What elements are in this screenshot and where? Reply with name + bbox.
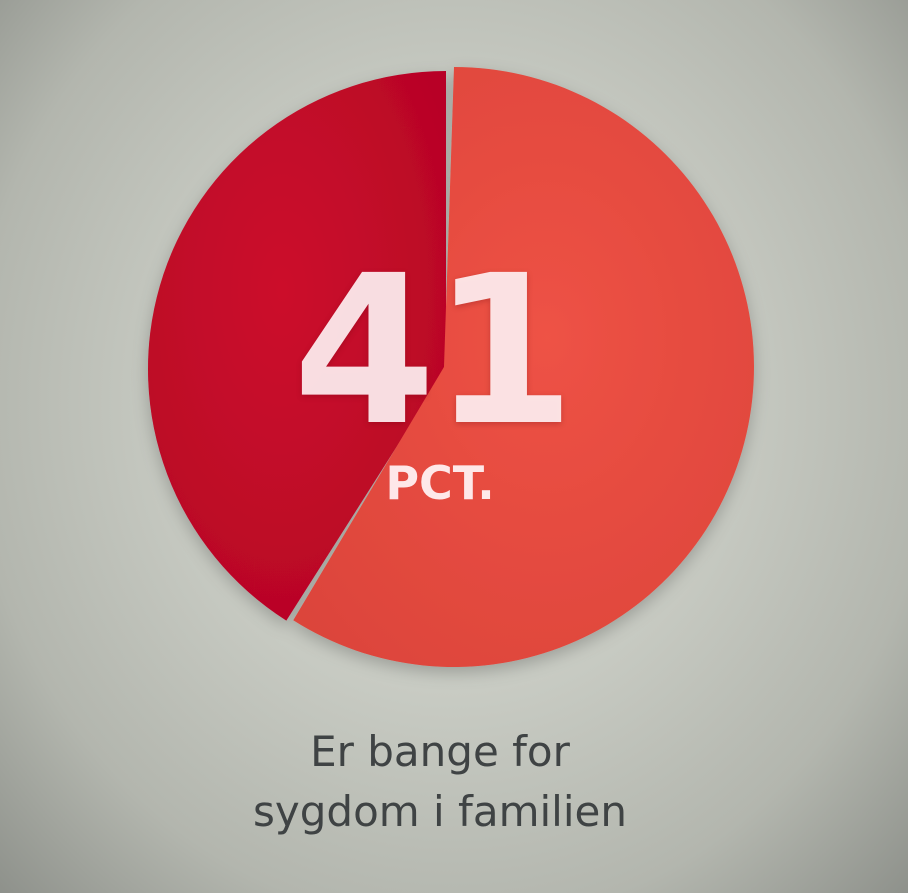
pie-slice-1 (148, 71, 446, 621)
percentage-unit: PCT. (385, 456, 495, 510)
caption-line-2: sygdom i familien (253, 787, 627, 836)
chart-caption: Er bange for sygdom i familien (0, 722, 880, 842)
caption-line-1: Er bange for (310, 727, 570, 776)
percentage-value: 41 (292, 231, 576, 471)
pie-slice-2 (293, 67, 754, 667)
